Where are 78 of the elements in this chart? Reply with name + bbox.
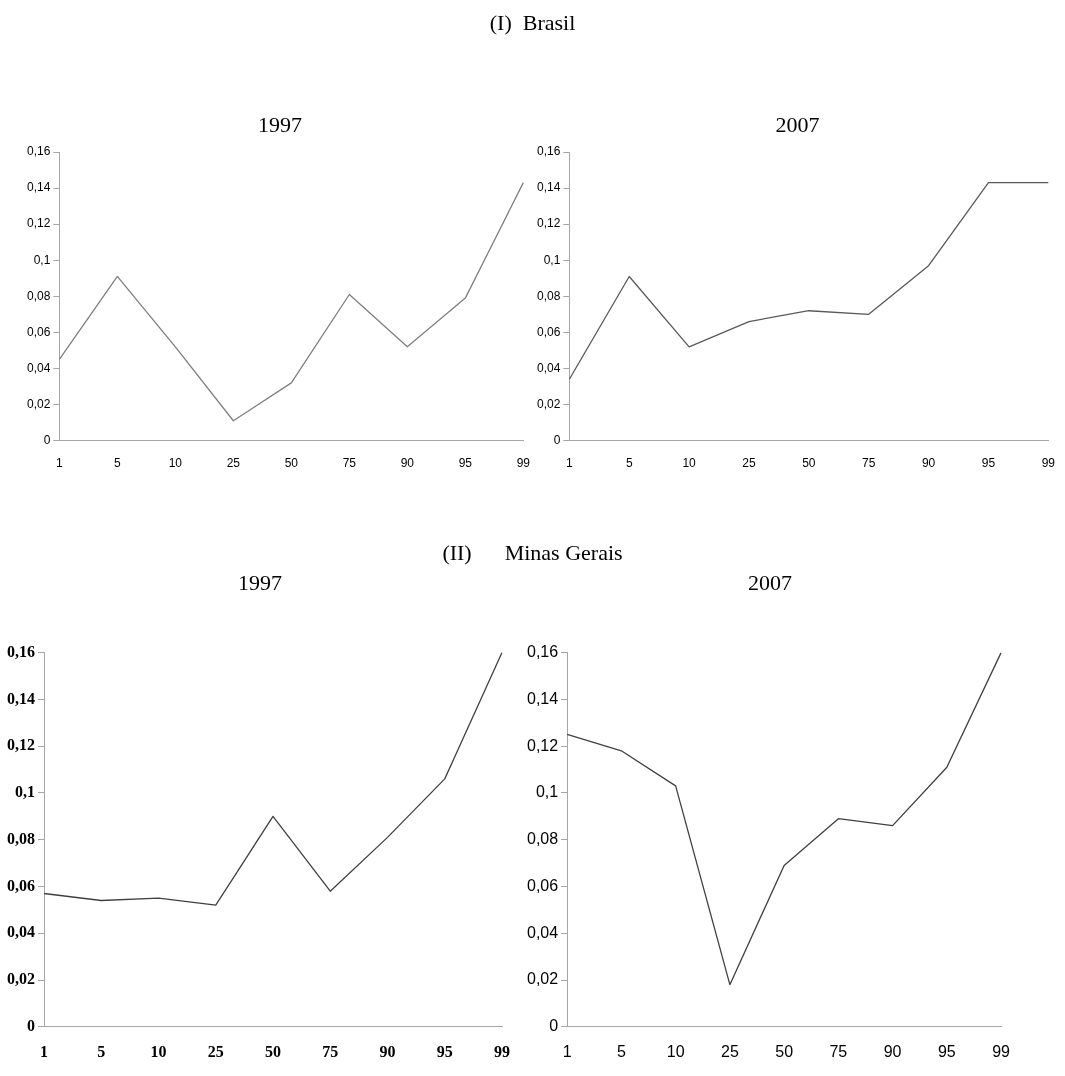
x-tick-label: 25 xyxy=(207,1042,224,1060)
x-tick-label: 95 xyxy=(981,456,996,471)
x-tick-label: 95 xyxy=(937,1042,956,1060)
x-tick-label: 1 xyxy=(566,456,574,471)
x-tick-label: 5 xyxy=(625,456,633,471)
x-tick-label: 1 xyxy=(56,456,64,471)
x-tick-label: 90 xyxy=(400,456,415,471)
y-tick-label: 0,14 xyxy=(527,689,559,707)
y-tick-label: 0,12 xyxy=(527,736,559,754)
x-tick-label: 50 xyxy=(265,1042,281,1060)
x-tick-label: 90 xyxy=(921,456,936,471)
y-tick-label: 0 xyxy=(553,432,561,447)
y-tick-label: 0,06 xyxy=(537,324,561,339)
y-tick-label: 0,12 xyxy=(27,216,51,231)
y-tick-label: 0,04 xyxy=(537,360,561,375)
x-tick-label: 99 xyxy=(1041,456,1056,471)
y-tick-label: 0,04 xyxy=(527,923,559,941)
x-tick-label: 50 xyxy=(775,1042,794,1060)
y-tick-label: 0,14 xyxy=(27,180,51,195)
x-tick-label: 10 xyxy=(168,456,183,471)
y-tick-label: 0,06 xyxy=(27,324,51,339)
y-tick-label: 0 xyxy=(43,432,51,447)
text: (I) Brasil xyxy=(488,10,577,36)
chart-title: 1997 xyxy=(257,112,303,138)
y-tick-label: 0,14 xyxy=(537,180,561,195)
y-tick-label: 0,02 xyxy=(27,396,51,411)
y-tick-label: 0,08 xyxy=(537,288,561,303)
y-tick-label: 0,14 xyxy=(7,689,35,707)
y-tick-label: 0 xyxy=(27,1016,35,1034)
y-tick-label: 0,08 xyxy=(27,288,51,303)
y-tick-label: 0,08 xyxy=(7,829,35,847)
y-tick-label: 0,12 xyxy=(7,736,35,754)
chart-title: 2007 xyxy=(774,112,821,138)
x-tick-label: 5 xyxy=(616,1042,626,1060)
x-tick-label: 90 xyxy=(883,1042,902,1060)
y-tick-label: 0,06 xyxy=(7,876,35,894)
y-tick-label: 0,02 xyxy=(537,396,561,411)
x-tick-label: 75 xyxy=(342,456,357,471)
x-tick-label: 75 xyxy=(322,1042,339,1060)
x-tick-label: 99 xyxy=(516,456,531,471)
y-tick-label: 0,1 xyxy=(33,252,51,267)
y-tick-label: 0 xyxy=(549,1017,559,1035)
y-tick-label: 0,04 xyxy=(7,923,35,941)
x-tick-label: 10 xyxy=(150,1042,167,1060)
x-tick-label: 1 xyxy=(562,1042,572,1060)
x-tick-label: 10 xyxy=(666,1042,685,1060)
y-tick-label: 0,16 xyxy=(27,144,51,159)
x-tick-label: 95 xyxy=(458,456,473,471)
x-tick-label: 5 xyxy=(97,1042,106,1060)
x-tick-label: 75 xyxy=(862,456,876,471)
chart-title: 2007 xyxy=(747,570,793,596)
x-tick-label: 95 xyxy=(436,1042,453,1060)
y-tick-label: 0,04 xyxy=(27,360,51,375)
y-tick-label: 0,1 xyxy=(15,783,35,801)
y-tick-label: 0,02 xyxy=(527,970,559,988)
x-tick-label: 25 xyxy=(720,1042,739,1060)
y-tick-label: 0,1 xyxy=(543,252,561,267)
y-tick-label: 0,16 xyxy=(527,643,559,661)
x-tick-label: 99 xyxy=(992,1042,1011,1060)
x-tick-label: 10 xyxy=(682,456,697,471)
x-tick-label: 99 xyxy=(494,1042,510,1060)
y-tick-label: 0,02 xyxy=(7,970,35,988)
x-tick-label: 50 xyxy=(802,456,816,471)
y-tick-label: 0,16 xyxy=(537,144,561,159)
text: (II) Minas Gerais xyxy=(441,540,624,566)
x-tick-label: 50 xyxy=(284,456,299,471)
y-tick-label: 0,1 xyxy=(535,783,559,801)
x-tick-label: 25 xyxy=(742,456,756,471)
chart-title: 1997 xyxy=(237,570,283,596)
x-tick-label: 25 xyxy=(226,456,241,471)
y-tick-label: 0,12 xyxy=(537,216,561,231)
x-tick-label: 1 xyxy=(40,1042,48,1060)
x-tick-label: 5 xyxy=(114,456,122,471)
y-tick-label: 0,16 xyxy=(7,642,35,660)
y-tick-label: 0,06 xyxy=(527,876,559,894)
x-tick-label: 90 xyxy=(379,1042,396,1060)
y-tick-label: 0,08 xyxy=(527,830,559,848)
x-tick-label: 75 xyxy=(829,1042,848,1060)
